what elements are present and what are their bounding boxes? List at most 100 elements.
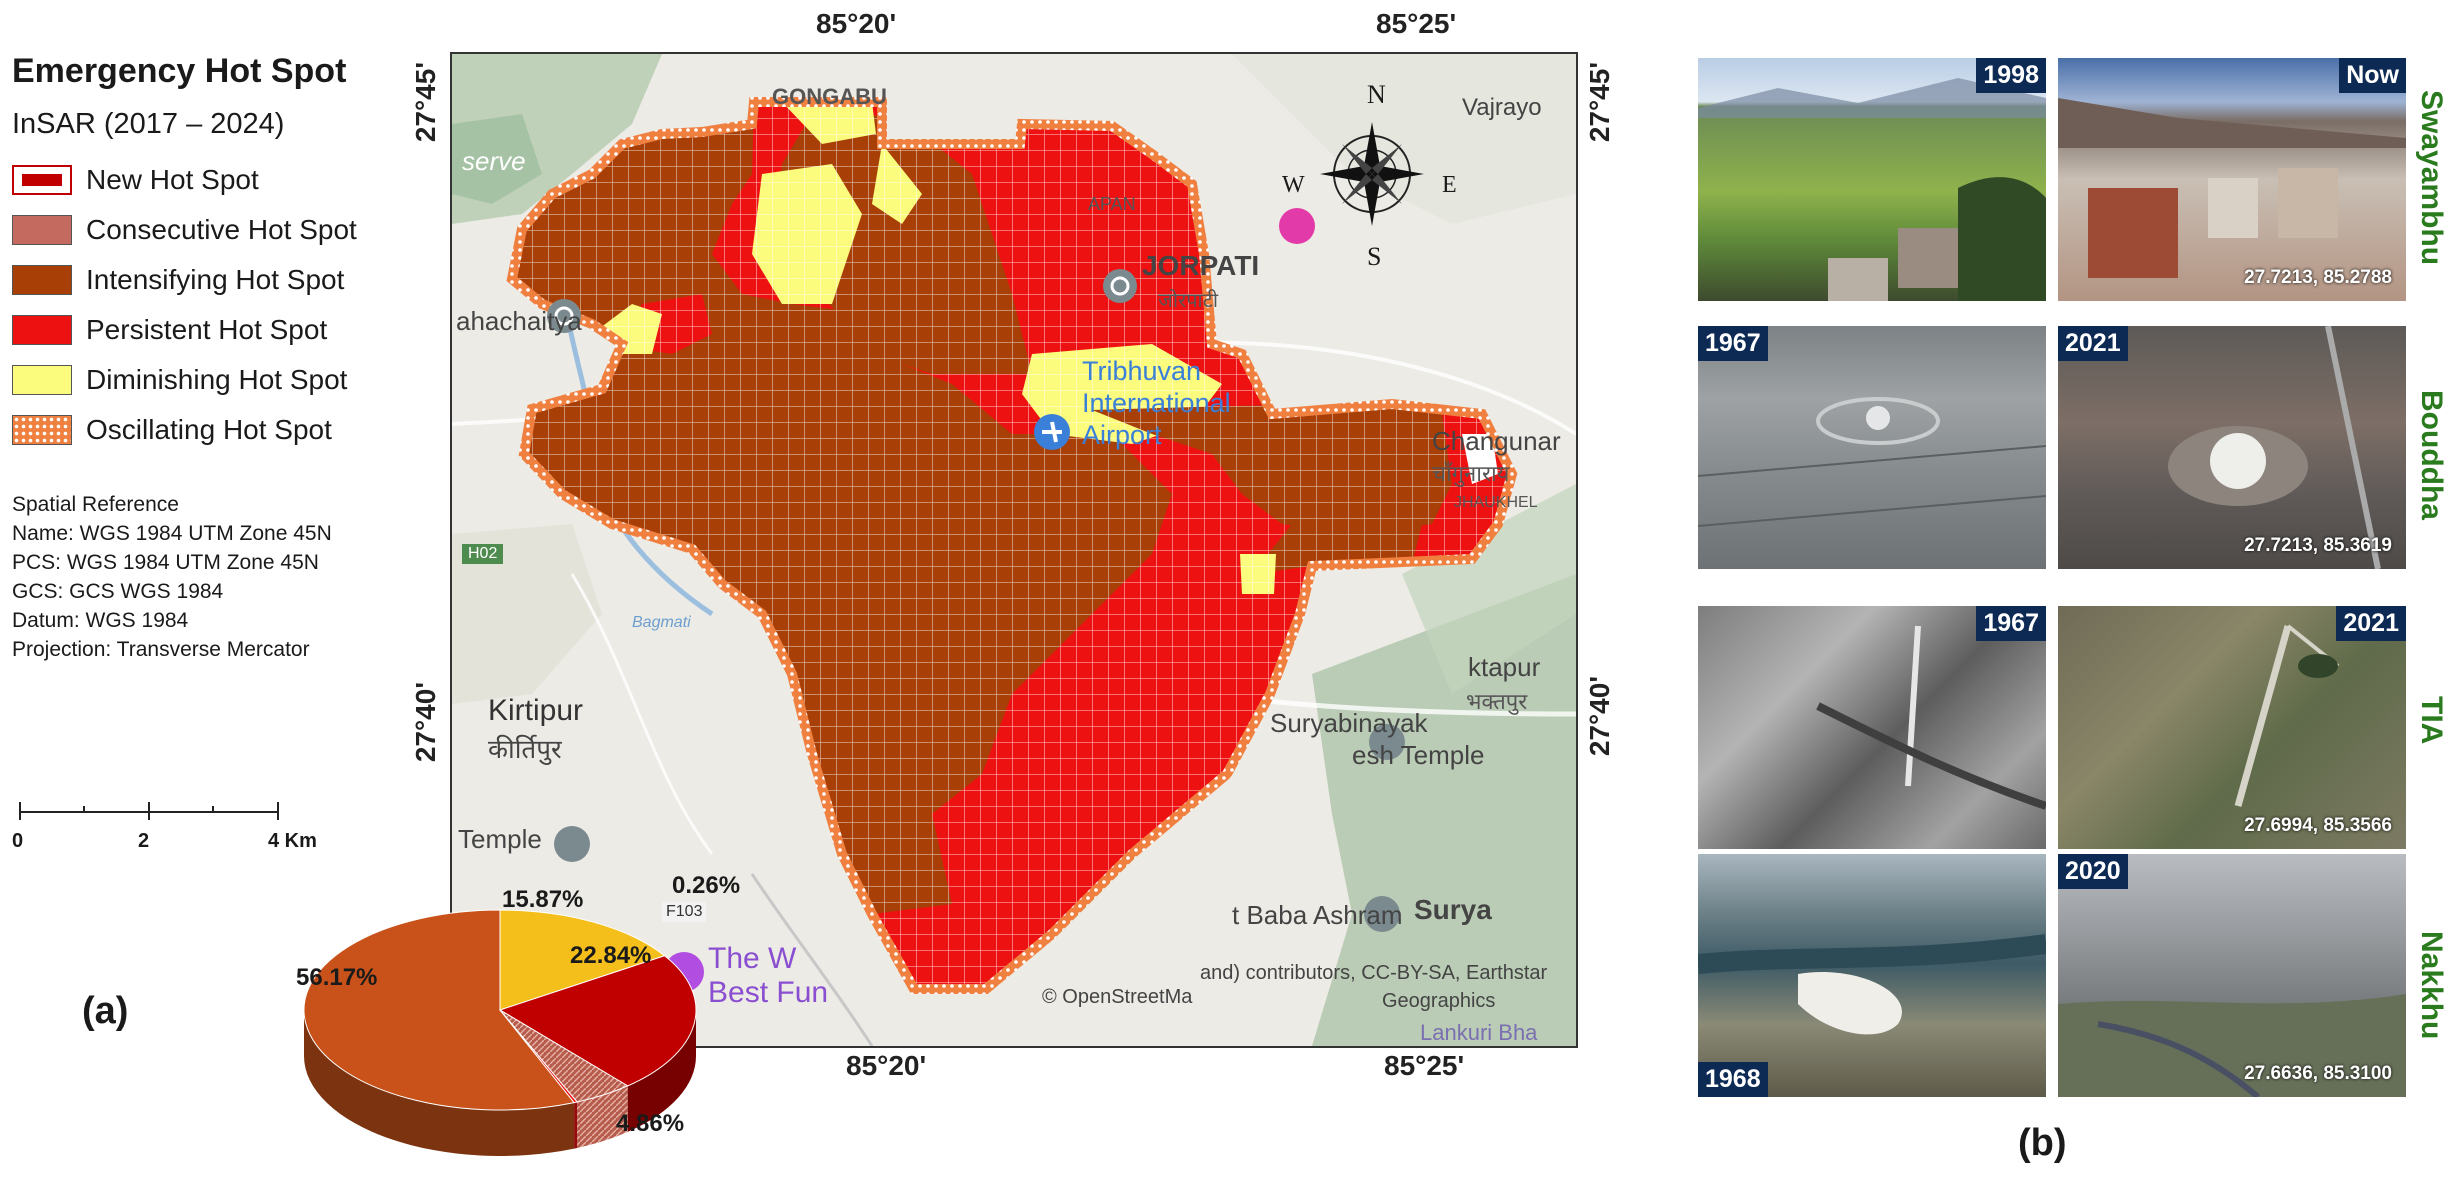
pie-slices — [303, 909, 697, 1111]
legend-subtitle: InSAR (2017 – 2024) — [12, 108, 285, 140]
scalebar — [19, 802, 279, 820]
photo-year: Now — [2339, 58, 2406, 93]
temple-icon — [1103, 269, 1137, 303]
coord-top-2: 85°25' — [1376, 8, 1457, 39]
label-credit-2: Geographics — [1382, 990, 1496, 1012]
compass-w: W — [1282, 172, 1305, 198]
coord-top-1: 85°20' — [816, 8, 897, 39]
photo-nakkhu-past[interactable]: 1968 — [1698, 854, 2046, 1097]
label-best-fun: Best Fun — [708, 976, 829, 1009]
photo-content — [2234, 624, 2340, 807]
pie-label-15: 15.87% — [502, 886, 584, 913]
pie-side-3 — [577, 1085, 628, 1148]
legend-title: Emergency Hot Spot — [12, 52, 347, 90]
legend-label: Persistent Hot Spot — [86, 314, 328, 345]
swatch-consecutive — [12, 215, 72, 245]
pie-slice-0 — [303, 909, 575, 1111]
photo-content — [1698, 78, 2046, 301]
site-name: Bouddha — [2415, 390, 2448, 520]
poi-pink-icon — [1279, 208, 1315, 244]
pie-label-4: 4.86% — [616, 1110, 685, 1137]
photo-nakkhu-now[interactable]: 2020 27.6636, 85.3100 — [2058, 854, 2406, 1097]
label-gongabu: GONGABU — [772, 84, 887, 109]
pie-sides — [304, 1010, 696, 1156]
label-kirtipur: Kirtipur — [488, 694, 584, 727]
hotspot-map[interactable]: N S E W GONGABU APAN JORPATI जोरपाटी Vaj… — [450, 52, 1578, 1048]
photo-bouddha-past[interactable]: 1967 — [1698, 326, 2046, 569]
label-the-w: The W — [708, 942, 797, 975]
photo-swayambhu-past[interactable]: 1998 — [1698, 58, 2046, 301]
spatial-line: Projection: Transverse Mercator — [12, 638, 310, 661]
coord-left-1: 27°45' — [410, 62, 441, 143]
photo-content — [2058, 994, 2406, 1097]
photo-tia-now[interactable]: 2021 27.6994, 85.3566 — [2058, 606, 2406, 849]
label-temple: Temple — [458, 824, 542, 854]
label-jhaukhel: JHAUKHEL — [1454, 494, 1538, 511]
shrine-icon — [547, 299, 581, 333]
label-ktapur-np: भक्तपुर — [1466, 689, 1528, 714]
photo-content — [1816, 625, 2046, 810]
pie-side-2 — [627, 1010, 696, 1132]
airport-icon — [1034, 414, 1070, 450]
site-name: TIA — [2415, 695, 2448, 745]
photo-content — [2058, 98, 2406, 278]
photo-year: 1998 — [1976, 58, 2046, 93]
photo-content — [2168, 326, 2381, 569]
scale-tick-2: 2 — [138, 830, 150, 852]
label-jorpati-np: जोरपाटी — [1158, 290, 1218, 312]
legend-label: Oscillating Hot Spot — [86, 414, 332, 445]
coord-right-2: 27°40' — [1584, 676, 1615, 757]
label-bagmati: Bagmati — [632, 614, 691, 631]
pie-label-0: 0.26% — [672, 872, 741, 899]
site-name: Swayambhu — [2415, 90, 2448, 266]
legend-item-consecutive: Consecutive Hot Spot — [12, 205, 357, 255]
pie-slice-4 — [499, 1009, 578, 1104]
swatch-diminishing — [12, 365, 72, 395]
legend-item-diminishing: Diminishing Hot Spot — [12, 355, 357, 405]
label-osm: © OpenStreetMa — [1042, 986, 1193, 1008]
photo-content — [1698, 934, 2046, 1035]
photo-bouddha-now[interactable]: 2021 27.7213, 85.3619 — [2058, 326, 2406, 569]
swatch-new — [12, 165, 72, 195]
pie-chart — [303, 909, 697, 1156]
compass-s: S — [1367, 242, 1382, 271]
panel-label-a: (a) — [82, 990, 129, 1032]
legend-label: Diminishing Hot Spot — [86, 364, 348, 395]
spatial-line: Datum: WGS 1984 — [12, 609, 189, 632]
label-lankuri: Lankuri Bha — [1420, 1020, 1538, 1045]
photo-year: 1967 — [1698, 326, 1768, 361]
label-vajrayo: Vajrayo — [1462, 94, 1542, 121]
scale-tick-0: 0 — [12, 830, 24, 852]
label-airport-3: Airport — [1082, 420, 1162, 450]
photo-year: 1968 — [1698, 1062, 1768, 1097]
photo-year: 2021 — [2336, 606, 2406, 641]
legend-item-persistent: Persistent Hot Spot — [12, 305, 357, 355]
label-serve: serve — [462, 146, 526, 176]
compass-e: E — [1442, 172, 1457, 198]
pie-label-56: 56.17% — [296, 964, 378, 991]
label-apan: APAN — [1088, 194, 1136, 214]
legend-label: Intensifying Hot Spot — [86, 264, 345, 295]
photo-swayambhu-now[interactable]: Now 27.7213, 85.2788 — [2058, 58, 2406, 301]
photo-content — [1698, 397, 2046, 527]
coord-left-2: 27°40' — [410, 682, 441, 763]
legend-label: New Hot Spot — [86, 164, 259, 195]
pie-slice-2 — [498, 955, 697, 1087]
pie-slice-1 — [499, 909, 666, 1011]
spatial-reference: Spatial Reference Name: WGS 1984 UTM Zon… — [12, 490, 332, 664]
coord-right-1: 27°45' — [1584, 62, 1615, 143]
label-changunar-np: चाँगुनाराय — [1432, 461, 1510, 486]
photo-year: 1967 — [1976, 606, 2046, 641]
photo-tia-past[interactable]: 1967 — [1698, 606, 2046, 849]
swatch-persistent — [12, 315, 72, 345]
label-airport-2: International — [1082, 388, 1231, 418]
photo-panel: 1998 Now 27.7213, 85.2788 Swayambhu 1967… — [1690, 0, 2457, 1182]
panel-label-b: (b) — [2018, 1122, 2067, 1164]
om-icon — [554, 724, 1405, 932]
label-kirtipur-np: कीर्तिपुर — [488, 734, 562, 764]
pie-side-4 — [574, 1101, 578, 1149]
photo-coord: 27.7213, 85.3619 — [2244, 535, 2392, 556]
label-suryabinayak: Suryabinayak — [1270, 708, 1428, 738]
label-airport-1: Tribhuvan — [1082, 356, 1202, 386]
spatial-line: GCS: GCS WGS 1984 — [12, 580, 224, 603]
